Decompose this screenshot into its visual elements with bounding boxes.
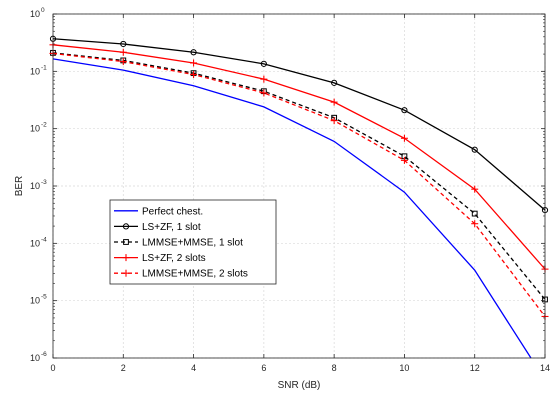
y-tick-label: 10 (30, 296, 40, 306)
y-tick-exponent: -2 (41, 122, 47, 129)
data-point (471, 220, 479, 228)
data-point (401, 107, 408, 114)
series-line (52, 52, 546, 317)
y-tick-exponent: -6 (41, 351, 47, 358)
legend: Perfect chest. LS+ZF, 1 slot LMMSE+MMSE, 1… (109, 199, 277, 285)
legend-marker (122, 223, 130, 230)
y-tick-exponent: -5 (41, 294, 47, 301)
data-point (190, 49, 197, 56)
y-tick-exponent: 0 (41, 7, 45, 14)
x-tick-label: 2 (121, 363, 126, 373)
legend-item: LS+ZF, 1 slot (114, 222, 201, 233)
x-tick-label: 6 (261, 363, 266, 373)
y-tick-exponent: -4 (41, 236, 47, 243)
x-tick-label: 12 (470, 363, 480, 373)
data-point (190, 71, 198, 79)
legend-item: LMMSE+MMSE, 1 slot (114, 238, 243, 249)
series-line (52, 52, 546, 300)
y-tick-label: 10 (30, 181, 40, 191)
legend-item: Perfect chest. (114, 206, 203, 217)
legend-marker (122, 269, 130, 277)
x-tick-label: 4 (191, 363, 196, 373)
y-tick-label: 10 (30, 66, 40, 76)
series-2 (49, 35, 549, 214)
legend-label: LS+ZF, 2 slots (142, 253, 206, 264)
data-point (400, 156, 408, 164)
y-tick-label: 10 (30, 124, 40, 134)
y-tick-exponent: -1 (41, 64, 47, 71)
legend-item: LS+ZF, 2 slots (114, 253, 206, 264)
data-point (400, 134, 408, 142)
data-point (471, 210, 478, 217)
legend-item: LMMSE+MMSE, 2 slots (114, 269, 248, 280)
y-tick-exponent: -3 (41, 179, 47, 186)
data-point (119, 48, 127, 56)
legend-label: Perfect chest. (142, 206, 203, 217)
y-axis-title: BER (14, 176, 25, 197)
data-point (471, 185, 479, 193)
data-point (260, 89, 268, 97)
legend-label: LMMSE+MMSE, 1 slot (142, 238, 243, 249)
data-point (330, 117, 338, 125)
y-tick-label: 10 (30, 238, 40, 248)
x-tick-label: 10 (399, 363, 409, 373)
y-tick-label: 10 (30, 353, 40, 363)
data-point (260, 60, 267, 67)
y-tick-label: 10 (30, 9, 40, 19)
x-tick-label: 14 (540, 363, 550, 373)
series-layer (49, 35, 549, 359)
legend-marker (123, 239, 129, 245)
series-1 (52, 58, 532, 359)
legend-label: LMMSE+MMSE, 2 slots (142, 269, 248, 280)
x-tick-label: 0 (50, 363, 55, 373)
x-tick-label: 8 (332, 363, 337, 373)
data-point (190, 59, 198, 67)
legend-marker (122, 254, 130, 262)
legend-label: LS+ZF, 1 slot (142, 222, 201, 233)
data-point (331, 79, 338, 86)
series-line (52, 58, 532, 359)
data-point (330, 98, 338, 106)
series-line (52, 44, 546, 270)
data-point (471, 146, 478, 153)
x-axis-title: SNR (dB) (278, 380, 321, 391)
data-point (260, 75, 268, 83)
data-point (120, 40, 127, 48)
data-point (119, 58, 127, 66)
series-line (52, 38, 546, 211)
